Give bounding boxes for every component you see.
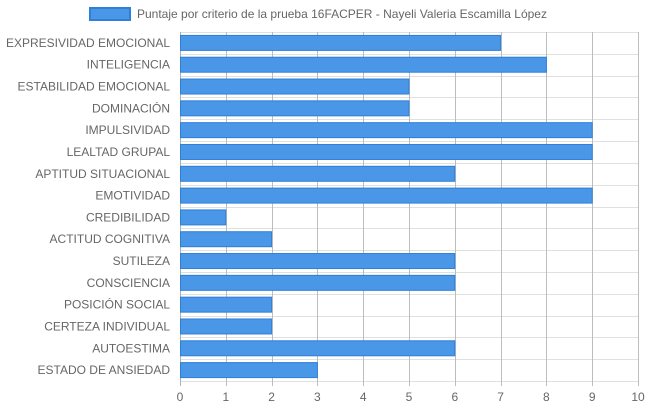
bar[interactable] [180,231,273,248]
bar[interactable] [180,56,547,73]
category-label: ESTADO DE ANSIEDAD [38,363,171,377]
x-tick-label: 4 [360,390,367,404]
bars-layer [180,34,593,379]
grid-layer [180,32,639,386]
bar[interactable] [180,253,456,270]
bar[interactable] [180,209,227,226]
category-label: EMOTIVIDAD [95,189,170,203]
x-tick-label: 3 [314,390,321,404]
bar[interactable] [180,165,456,182]
category-label: LEALTAD GRUPAL [67,145,171,159]
category-label: INTELIGENCIA [87,58,170,72]
x-tick-label: 5 [406,390,413,404]
x-tick-labels: 0 1 2 3 4 5 6 7 8 9 10 [177,390,645,404]
bar[interactable] [180,78,410,95]
category-label: APTITUD SITUACIONAL [35,167,170,181]
bar[interactable] [180,296,273,313]
bar[interactable] [180,34,502,51]
category-label: POSICIÓN SOCIAL [64,297,170,312]
bar[interactable] [180,274,456,291]
legend-swatch [89,7,131,21]
bar[interactable] [180,122,593,139]
bar[interactable] [180,100,410,117]
x-tick-label: 8 [543,390,550,404]
category-label: CREDIBILIDAD [86,210,170,224]
category-label: CONSCIENCIA [87,276,170,290]
category-label: SUTILEZA [113,254,170,268]
category-label: AUTOESTIMA [92,341,170,355]
x-tick-label: 6 [451,390,458,404]
x-tick-label: 2 [268,390,275,404]
category-label: ESTABILIDAD EMOCIONAL [18,80,171,94]
bar[interactable] [180,187,593,204]
bar[interactable] [180,143,593,160]
x-tick-label: 1 [222,390,229,404]
category-label: DOMINACIÓN [92,100,170,115]
x-tick-label: 10 [631,390,645,404]
x-tick-label: 9 [589,390,596,404]
x-tick-label: 7 [497,390,504,404]
bar[interactable] [180,362,318,379]
x-tick-label: 0 [177,390,184,404]
category-label: EXPRESIVIDAD EMOCIONAL [6,36,170,50]
category-label: IMPULSIVIDAD [85,123,170,137]
bar[interactable] [180,318,273,335]
category-labels: EXPRESIVIDAD EMOCIONAL INTELIGENCIA ESTABI… [6,36,170,377]
legend-label: Puntaje por criterio de la prueba 16FACP… [137,7,547,21]
category-label: CERTEZA INDIVIDUAL [44,319,170,333]
bar[interactable] [180,340,456,357]
category-label: ACTITUD COGNITIVA [50,232,170,246]
legend[interactable]: Puntaje por criterio de la prueba 16FACP… [89,7,547,21]
